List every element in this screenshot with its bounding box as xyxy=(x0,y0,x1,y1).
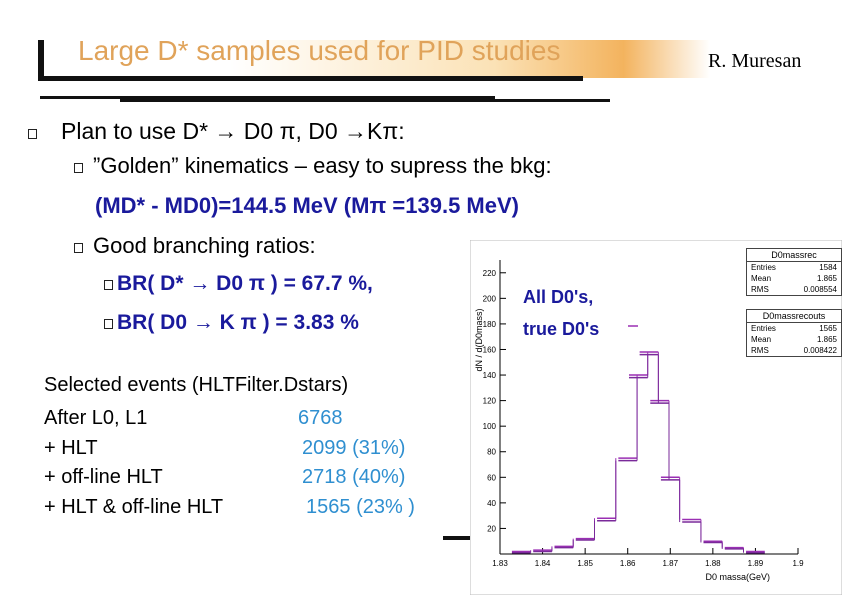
stats-box-rec: D0massrec Entries 1584 Mean 1.865 RMS 0.008… xyxy=(746,248,842,296)
bullet-square-icon xyxy=(74,243,83,253)
y-tick-label: 20 xyxy=(487,524,496,533)
y-tick-label: 120 xyxy=(483,397,497,406)
bullet-br2: BR( D0 → K π ) = 3.83 % xyxy=(104,311,359,335)
y-tick-label: 200 xyxy=(483,294,497,303)
selected-table: After L0, L1 6768 + HLT 2099 (31%) + off-l… xyxy=(44,404,415,522)
br2-text: BR( D0 → K π ) = 3.83 % xyxy=(117,311,359,334)
annotation-all-d0: All D0's, xyxy=(523,287,593,307)
br1-text: BR( D* → D0 π ) = 67.7 %, xyxy=(117,272,373,295)
x-tick-label: 1.83 xyxy=(492,559,508,568)
divider-rule xyxy=(40,96,495,99)
author-name: R. Muresan xyxy=(708,50,802,72)
x-tick-label: 1.85 xyxy=(577,559,593,568)
y-tick-label: 160 xyxy=(483,345,497,354)
divider-rule xyxy=(120,99,610,102)
title-bracket xyxy=(38,40,44,80)
bullet-square-icon xyxy=(104,319,113,329)
decorative-dash xyxy=(443,536,473,540)
x-axis-label: D0 massa(GeV) xyxy=(705,572,770,582)
y-tick-label: 100 xyxy=(483,422,497,431)
y-tick-label: 80 xyxy=(487,448,496,457)
x-tick-label: 1.9 xyxy=(792,559,804,568)
mass-difference: (MD* - MD0)=144.5 MeV (Mπ =139.5 MeV) xyxy=(95,193,519,218)
bullet-square-icon xyxy=(104,280,113,290)
y-axis-label: dN / d(D0mass) xyxy=(474,308,484,371)
x-tick-label: 1.89 xyxy=(748,559,764,568)
plan-text: Plan to use D* → D0 π, D0 →Kπ: xyxy=(61,118,405,144)
x-tick-label: 1.88 xyxy=(705,559,721,568)
y-tick-label: 140 xyxy=(483,371,497,380)
bullet-plan: Plan to use D* → D0 π, D0 →Kπ: xyxy=(28,118,405,145)
y-tick-label: 60 xyxy=(487,473,496,482)
selected-header: Selected events (HLTFilter.Dstars) xyxy=(44,374,349,396)
x-tick-label: 1.86 xyxy=(620,559,636,568)
y-tick-label: 180 xyxy=(483,320,497,329)
histogram-panel: dN / d(D0mass) D0 massa(GeV) 1.83 1.84 1.8… xyxy=(469,239,842,596)
histogram-plot: dN / d(D0mass) D0 massa(GeV) 1.83 1.84 1.8… xyxy=(469,239,842,596)
slide-title: Large D* samples used for PID studies xyxy=(78,35,561,66)
x-tick-label: 1.87 xyxy=(662,559,678,568)
bullet-golden: ”Golden” kinematics – easy to supress th… xyxy=(74,153,552,179)
bullet-br1: BR( D* → D0 π ) = 67.7 %, xyxy=(104,272,373,296)
annotation-true-d0: true D0's xyxy=(523,319,599,339)
x-tick-label: 1.84 xyxy=(535,559,551,568)
bullet-branching: Good branching ratios: xyxy=(74,233,316,259)
branching-text: Good branching ratios: xyxy=(93,233,316,258)
title-underline xyxy=(38,76,583,81)
y-tick-label: 220 xyxy=(483,269,497,278)
stats-box-outs: D0massrecouts Entries 1565 Mean 1.865 RMS 0… xyxy=(746,309,842,357)
table-row: + HLT 2099 (31%) xyxy=(44,436,406,459)
y-tick-label: 40 xyxy=(487,499,496,508)
table-row: After L0, L1 6768 xyxy=(44,407,343,429)
title-highlight xyxy=(230,40,710,78)
golden-text: ”Golden” kinematics – easy to supress th… xyxy=(93,153,552,178)
table-row: + HLT & off-line HLT 1565 (23% ) xyxy=(44,495,415,518)
bullet-square-icon xyxy=(74,163,83,173)
table-row: + off-line HLT 2718 (40%) xyxy=(44,466,406,488)
bullet-square-icon xyxy=(28,129,37,139)
